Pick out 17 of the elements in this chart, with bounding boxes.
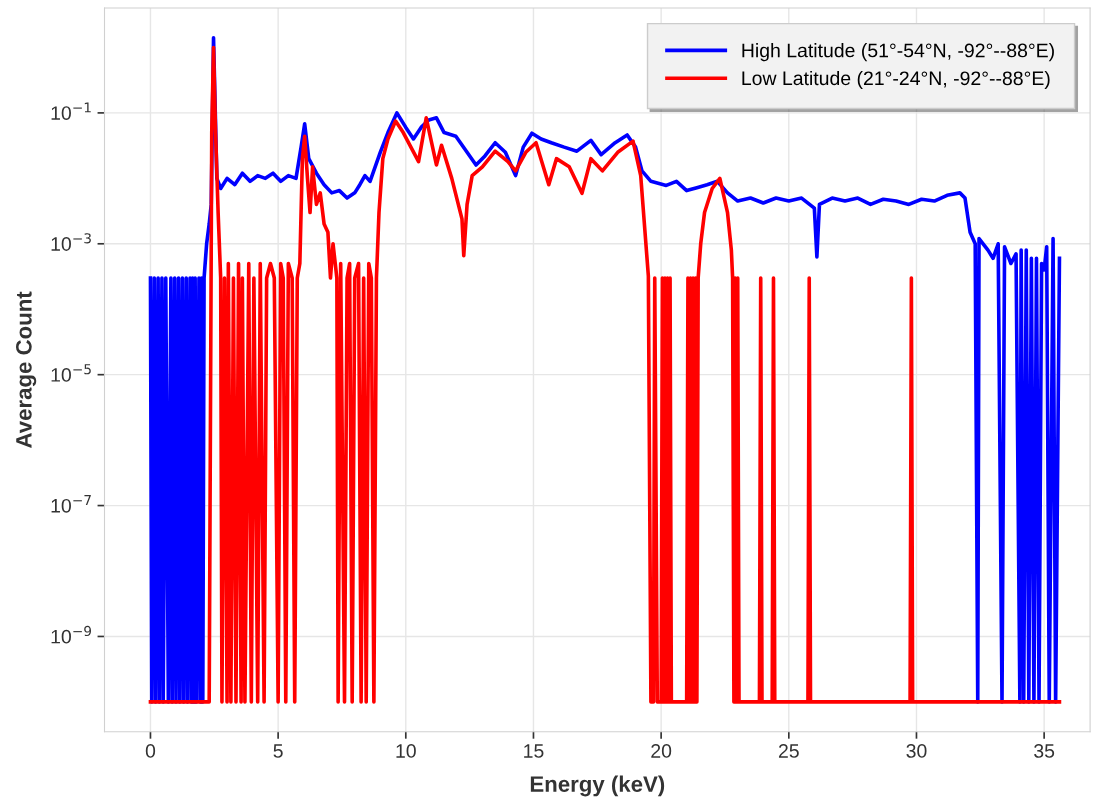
- y-tick-label: 10$^{−9}$: [51, 625, 92, 644]
- x-tick-label: 30: [906, 744, 927, 758]
- y-tick-label: 10$^{−5}$: [51, 364, 91, 382]
- x-tick-label: 15: [524, 744, 544, 758]
- x-tick-label: 25: [778, 744, 799, 758]
- x-tick-label: 0: [145, 744, 156, 758]
- y-tick-label: 10$^{−1}$: [51, 102, 91, 120]
- y-tick-label: 10$^{−7}$: [51, 495, 91, 513]
- x-axis-title: Energy (keV): [530, 775, 665, 797]
- x-tick-label: 10: [396, 744, 416, 758]
- x-tick-label: 35: [1034, 744, 1055, 758]
- x-tick-label: 20: [651, 744, 672, 758]
- legend-label: High Latitude (51°-54°N, -92°--88°E): [742, 43, 1054, 62]
- y-axis-title: Average Count: [16, 291, 37, 448]
- y-tick-label: 10$^{−3}$: [51, 233, 91, 251]
- x-tick-label: 5: [273, 744, 283, 758]
- legend-label: Low Latitude (21°-24°N, -92°--88°E): [742, 70, 1050, 90]
